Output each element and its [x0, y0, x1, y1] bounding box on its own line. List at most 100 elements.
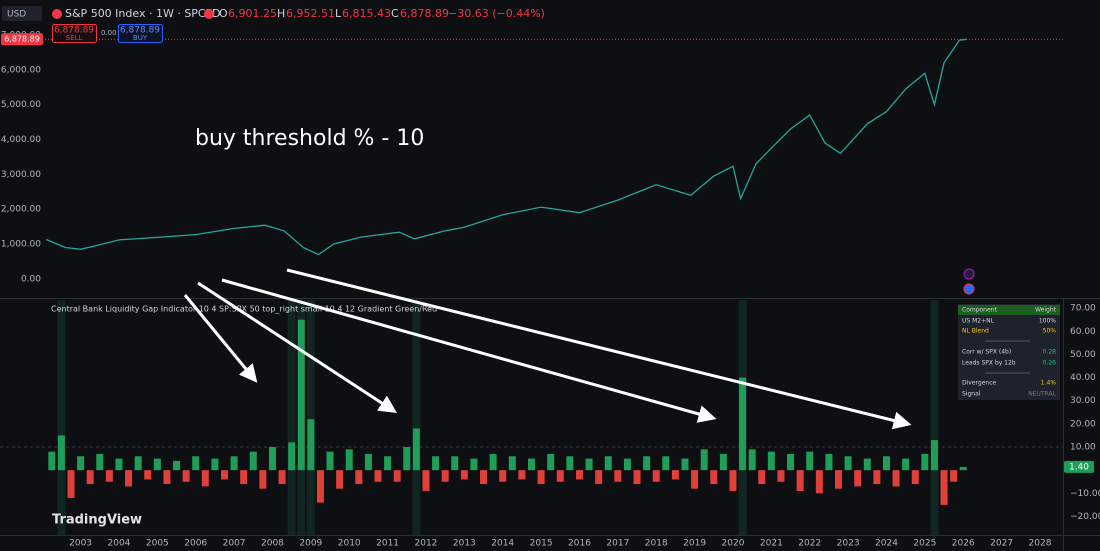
bar — [355, 470, 363, 485]
indicator-table: Component Weight US M2+NL 100% NL Blend … — [958, 304, 1060, 400]
bar — [902, 458, 910, 471]
y-tick-label: 0.00 — [21, 274, 41, 284]
bar — [796, 470, 804, 492]
bar — [460, 470, 468, 480]
bar — [950, 470, 958, 482]
bar — [575, 470, 583, 480]
buy-button[interactable] — [118, 24, 163, 43]
bar — [432, 456, 440, 471]
bar — [662, 456, 670, 471]
bar — [134, 456, 142, 471]
x-tick-label: 2019 — [683, 539, 706, 549]
bar — [806, 451, 814, 471]
bar — [825, 453, 833, 471]
y-tick-label: 50.00 — [1070, 350, 1096, 360]
table-header: Weight — [1035, 307, 1057, 314]
bar — [748, 449, 756, 471]
y-tick-label: 40.00 — [1070, 373, 1096, 383]
x-tick-label: 2015 — [530, 539, 553, 549]
change-value: −30.63 (−0.44%) — [448, 7, 545, 20]
bar — [499, 470, 507, 482]
bar — [643, 456, 651, 471]
y-tick-label: 30.00 — [1070, 396, 1096, 406]
table-cell: US M2+NL — [962, 318, 995, 325]
bar — [604, 456, 612, 471]
bar — [240, 470, 248, 485]
bar — [863, 458, 871, 471]
bar — [700, 449, 708, 471]
x-tick-label: 2023 — [837, 539, 860, 549]
y-tick-label: −10.00 — [1070, 489, 1100, 499]
arrow — [197, 281, 398, 413]
x-tick-label: 2003 — [69, 539, 92, 549]
x-tick-label: 2026 — [952, 539, 975, 549]
bar — [374, 470, 382, 482]
bar — [777, 470, 785, 482]
bar — [719, 453, 727, 471]
bar — [470, 458, 478, 471]
y-tick-label: −20.00 — [1070, 512, 1100, 522]
x-tick-label: 2012 — [415, 539, 438, 549]
bar — [623, 458, 631, 471]
currency-select[interactable] — [2, 6, 42, 21]
bar — [585, 458, 593, 471]
bar — [230, 456, 238, 471]
bar — [556, 470, 564, 482]
bar — [259, 470, 267, 489]
currency: USD — [7, 10, 26, 20]
x-tick-label: 2025 — [913, 539, 936, 549]
close-label: C — [391, 7, 399, 20]
bar — [364, 453, 372, 471]
x-tick-label: 2005 — [146, 539, 169, 549]
y-tick-label: 6,000.00 — [1, 65, 41, 75]
y-tick-label: 70.00 — [1070, 304, 1096, 314]
bar — [57, 435, 65, 471]
buy-price: 6,878.89 — [120, 26, 160, 36]
x-tick-label: 2013 — [453, 539, 476, 549]
brand-logo: TradingView — [52, 513, 142, 528]
bar — [767, 451, 775, 471]
bar — [403, 447, 411, 471]
x-tick-label: 2004 — [108, 539, 131, 549]
bar — [422, 470, 430, 492]
bar — [48, 451, 56, 471]
bar — [739, 377, 747, 471]
high-label: H — [277, 7, 285, 20]
event-icon[interactable] — [963, 268, 975, 280]
bar — [489, 453, 497, 471]
bar — [345, 449, 353, 471]
bar — [873, 470, 881, 485]
sell-button[interactable] — [52, 24, 97, 43]
y-tick-label: 3,000.00 — [1, 170, 41, 180]
table-cell: Signal — [962, 391, 981, 398]
bar — [940, 470, 948, 505]
bar — [959, 466, 967, 471]
signal-band — [412, 300, 421, 535]
x-tick-label: 2027 — [990, 539, 1013, 549]
bar — [278, 470, 286, 485]
bar — [528, 458, 535, 471]
bar — [316, 470, 324, 503]
close-value: 6,878.89 — [400, 7, 449, 20]
table-cell: NL Blend — [962, 328, 989, 335]
bar — [835, 470, 843, 489]
x-tick-label: 2011 — [376, 539, 399, 549]
bar — [911, 470, 919, 485]
y-tick-label: 5,000.00 — [1, 100, 41, 110]
table-cell: 1.4% — [1041, 380, 1057, 387]
bar — [710, 470, 718, 485]
value-label: 1.40 — [1069, 462, 1089, 472]
bar — [77, 456, 85, 471]
bar — [96, 453, 104, 471]
x-tick-label: 2024 — [875, 539, 898, 549]
x-tick-label: 2014 — [491, 539, 514, 549]
arrow — [183, 294, 258, 383]
x-tick-label: 2016 — [568, 539, 591, 549]
x-tick-label: 2006 — [184, 539, 207, 549]
open-label: O — [219, 7, 228, 20]
event-icon[interactable] — [963, 283, 975, 295]
table-header: Component — [962, 307, 997, 314]
bar — [268, 447, 276, 471]
table-cell: 0.28 — [1043, 349, 1057, 356]
x-tick-label: 2007 — [223, 539, 246, 549]
